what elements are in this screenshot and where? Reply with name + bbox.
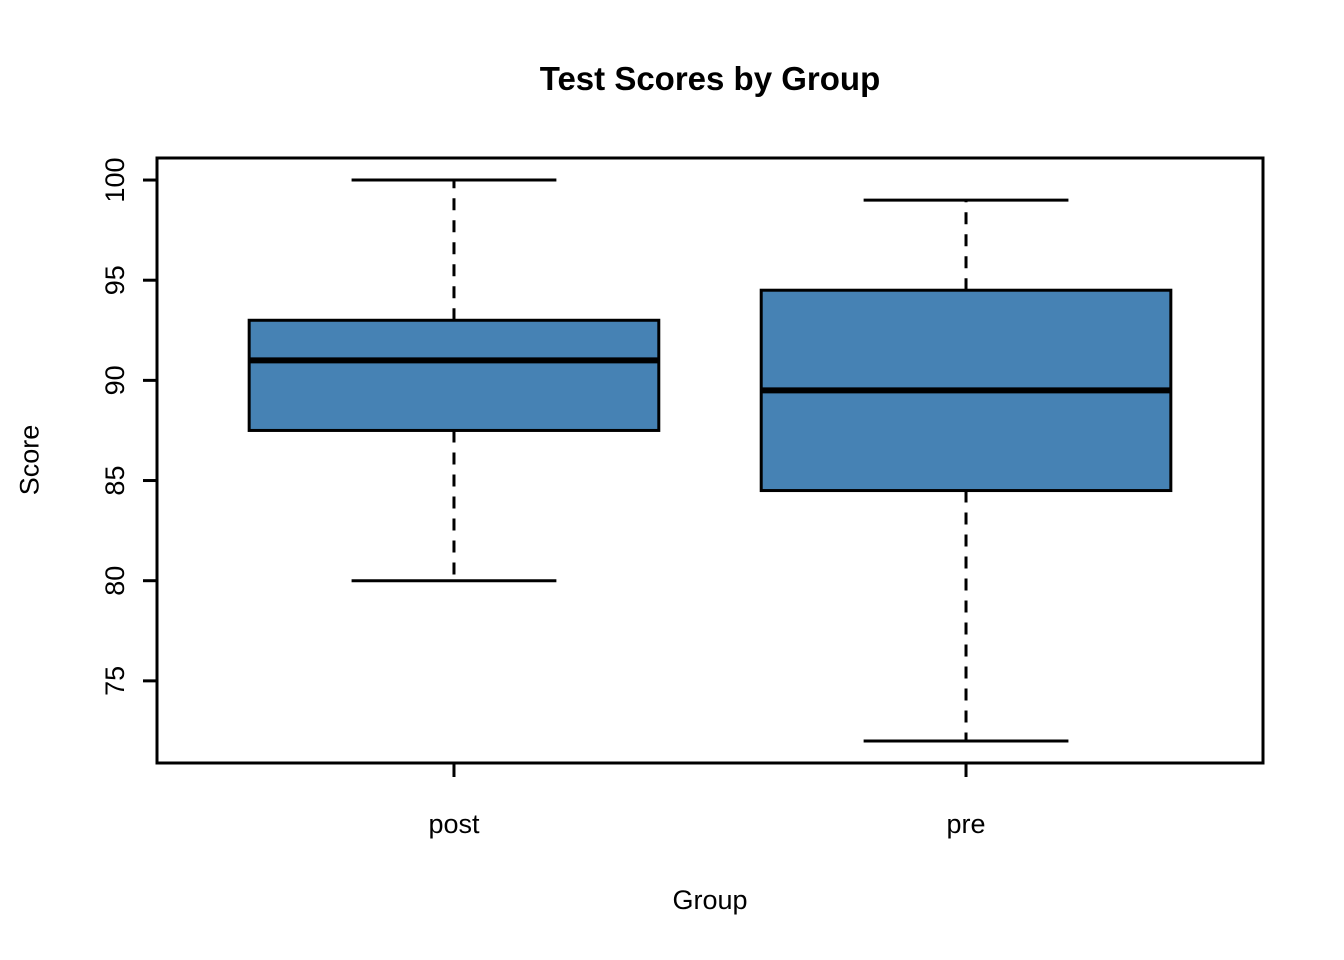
plot-border (155, 156, 1265, 765)
x-axis-label: Group (672, 885, 748, 915)
y-tick-label-80: 80 (100, 566, 130, 596)
x-tick-label-post: post (428, 809, 480, 839)
chart-title: Test Scores by Group (539, 60, 881, 97)
y-axis-label: Score (14, 424, 45, 496)
x-tick-label-pre: pre (947, 809, 986, 839)
y-tick-label-100: 100 (100, 158, 130, 203)
y-tick-label-75: 75 (100, 666, 130, 696)
y-tick-label-90: 90 (100, 365, 130, 395)
y-tick-label-95: 95 (100, 265, 130, 295)
y-tick-label-85: 85 (100, 466, 130, 496)
box-post (247, 318, 661, 432)
